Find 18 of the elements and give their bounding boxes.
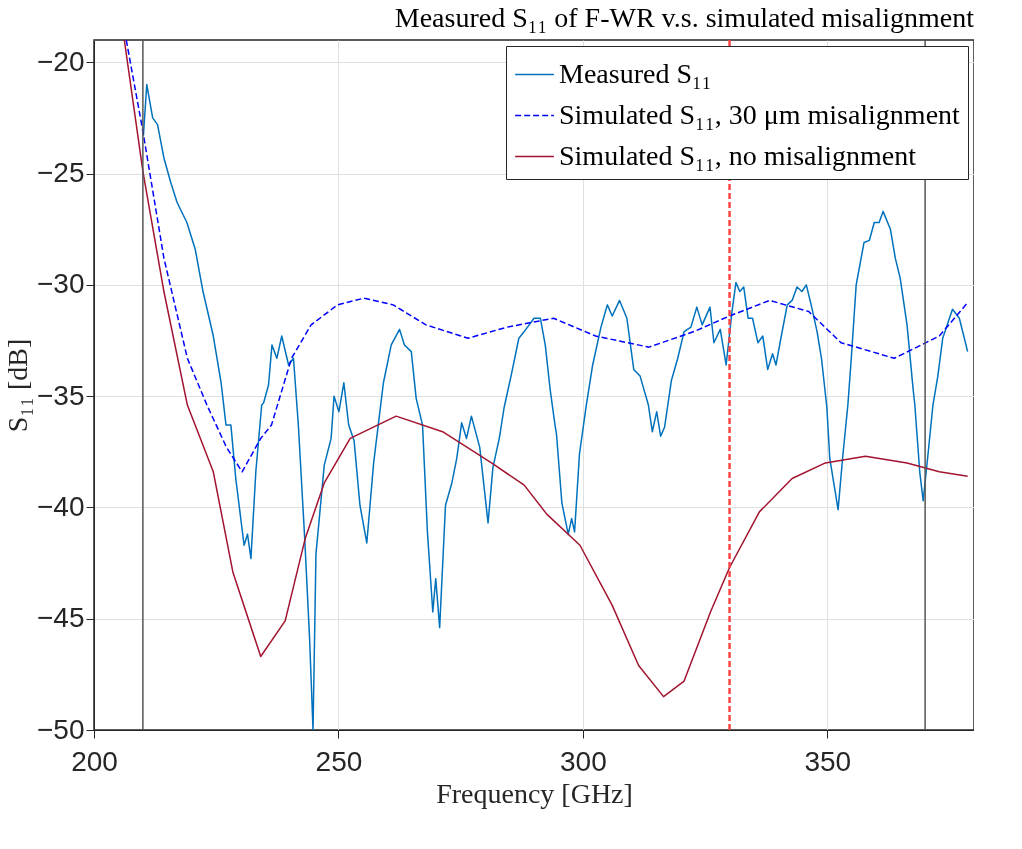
y-tick-label: −30	[37, 268, 85, 300]
x-tick-label: 300	[560, 745, 607, 777]
y-tick-label: −50	[37, 713, 85, 745]
y-tick-label: −45	[37, 602, 85, 634]
y-tick-label: −35	[37, 379, 85, 411]
x-tick-label: 200	[71, 745, 118, 777]
y-axis-title: S₁₁ [dB]	[2, 338, 33, 433]
legend-label: Simulated S₁₁, no misalignment	[559, 139, 917, 171]
y-tick-label: −20	[37, 45, 85, 77]
x-tick-label: 250	[315, 745, 363, 777]
x-tick-label: 350	[804, 745, 852, 777]
y-tick-label: −25	[37, 157, 85, 189]
x-axis-title: Frequency [GHz]	[436, 777, 633, 809]
legend-label: Measured S₁₁	[559, 57, 712, 89]
legend-label: Simulated S₁₁, 30 μm misalignment	[559, 98, 961, 130]
y-tick-label: −40	[37, 490, 85, 522]
chart-title: Measured S₁₁ of F-WR v.s. simulated misalignment	[394, 1, 975, 33]
line-series	[125, 40, 969, 473]
